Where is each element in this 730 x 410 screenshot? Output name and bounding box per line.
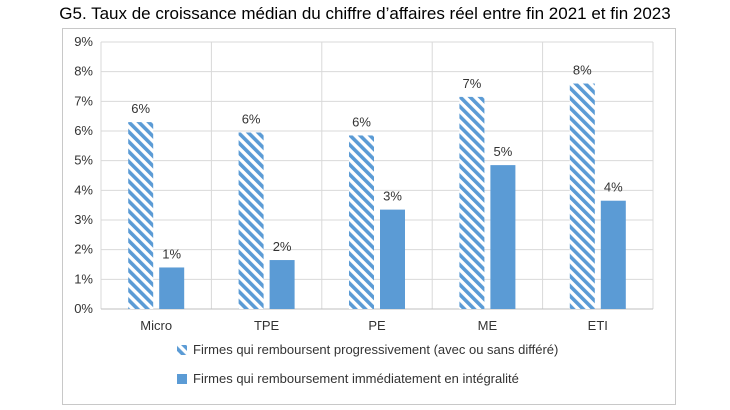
chart-frame: 0% 1% 2% 3% 4% 5% 6% 7% 8% 9% Micro TPE PE ME ETI 6% 1%… — [62, 28, 676, 405]
bar-immediate — [269, 260, 295, 309]
legend-swatch-progressive — [177, 345, 187, 355]
y-tick-label: 3% — [74, 212, 93, 227]
legend-label: Firmes qui remboursent progressivement (… — [193, 342, 558, 357]
bars — [128, 83, 626, 310]
bar-immediate — [380, 209, 405, 309]
legend-label: Firmes qui remboursement immédiatement e… — [193, 371, 519, 386]
y-tick-label: 1% — [74, 271, 93, 286]
data-label: 4% — [604, 180, 623, 195]
x-tick-label: PE — [368, 318, 386, 333]
y-tick-label: 5% — [74, 153, 93, 168]
data-label: 6% — [242, 111, 261, 126]
data-label: 6% — [352, 114, 371, 129]
data-label: 1% — [162, 246, 181, 261]
gridlines — [100, 41, 654, 310]
data-labels: 6% 1% 6% 2% 6% 3% 7% 5% 8% 4% — [131, 63, 623, 262]
data-label: 7% — [463, 76, 482, 91]
data-label: 6% — [131, 101, 150, 116]
legend-swatch-immediate — [177, 374, 187, 384]
bar-progressive — [128, 122, 154, 309]
y-tick-label: 8% — [74, 64, 93, 79]
bar-immediate — [600, 200, 626, 309]
bar-chart: 0% 1% 2% 3% 4% 5% 6% 7% 8% 9% Micro TPE PE ME ETI 6% 1%… — [74, 34, 654, 386]
y-tick-label: 7% — [74, 93, 93, 108]
data-label: 5% — [494, 144, 513, 159]
bar-progressive — [569, 83, 595, 310]
y-tick-label: 6% — [74, 123, 93, 138]
x-tick-label: TPE — [254, 318, 280, 333]
bar-immediate — [159, 267, 185, 309]
bar-progressive — [459, 96, 485, 309]
data-label: 2% — [273, 239, 292, 254]
y-tick-label: 9% — [74, 34, 93, 49]
bar-progressive — [238, 132, 264, 309]
y-tick-label: 0% — [74, 301, 93, 316]
y-tick-label: 2% — [74, 242, 93, 257]
x-tick-label: ME — [478, 318, 498, 333]
chart-title: G5. Taux de croissance médian du chiffre… — [59, 4, 671, 23]
axes: 0% 1% 2% 3% 4% 5% 6% 7% 8% 9% Micro TPE PE ME ETI — [74, 34, 653, 333]
y-tick-label: 4% — [74, 182, 93, 197]
x-tick-label: Micro — [140, 318, 172, 333]
legend: Firmes qui remboursent progressivement (… — [177, 342, 558, 386]
data-label: 8% — [573, 63, 592, 78]
data-label: 3% — [383, 189, 402, 204]
x-tick-label: ETI — [588, 318, 608, 333]
bar-immediate — [490, 165, 516, 309]
bar-progressive — [349, 135, 374, 309]
